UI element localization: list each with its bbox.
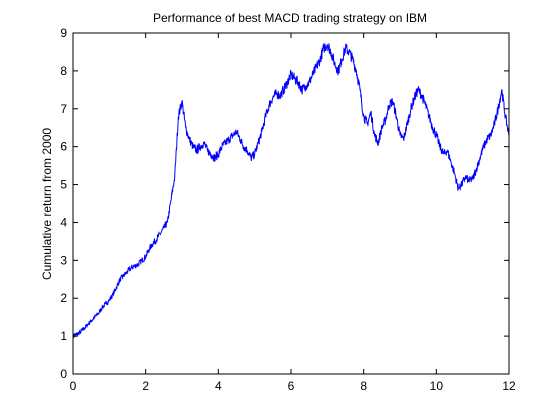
x-tick-label: 4 — [215, 379, 222, 393]
y-tick-label: 7 — [60, 102, 67, 116]
y-tick-label: 5 — [60, 178, 67, 192]
y-tick-label: 2 — [60, 291, 67, 305]
y-tick-label: 4 — [60, 215, 67, 229]
y-tick-label: 0 — [60, 367, 67, 381]
series-line — [72, 42, 510, 339]
y-tick-label: 9 — [60, 26, 67, 40]
y-axis-label: Cumulative return from 2000 — [40, 128, 54, 280]
x-tick-label: 6 — [288, 379, 295, 393]
plot-frame — [72, 32, 510, 375]
y-tick-label: 1 — [60, 329, 67, 343]
y-tick-label: 8 — [60, 64, 67, 78]
chart-title: Performance of best MACD trading strateg… — [153, 11, 427, 25]
x-tick-label: 10 — [430, 379, 444, 393]
y-tick-label: 3 — [60, 253, 67, 267]
x-tick-label: 2 — [142, 379, 149, 393]
x-tick-label: 12 — [502, 379, 516, 393]
y-tick-label: 6 — [60, 140, 67, 154]
x-tick-label: 0 — [70, 379, 77, 393]
x-tick-label: 8 — [360, 379, 367, 393]
